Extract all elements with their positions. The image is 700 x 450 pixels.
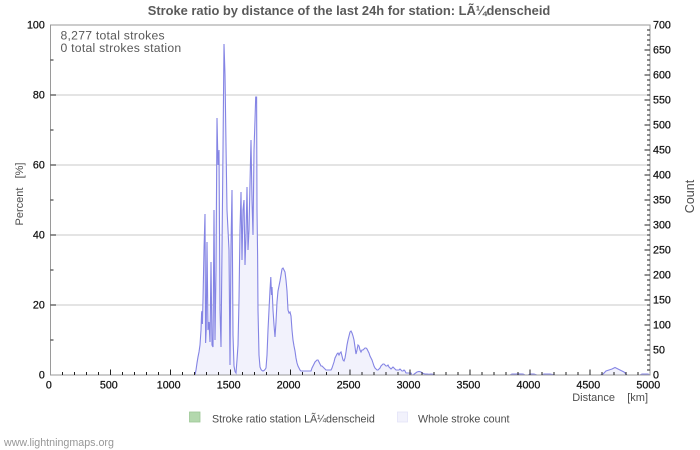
svg-text:60: 60 (33, 160, 45, 172)
svg-text:700: 700 (653, 20, 671, 32)
svg-text:500: 500 (100, 379, 118, 391)
svg-text:0 total strokes station: 0 total strokes station (61, 41, 182, 55)
svg-text:550: 550 (653, 95, 671, 107)
svg-text:2500: 2500 (337, 379, 361, 391)
svg-text:80: 80 (33, 90, 45, 102)
svg-text:0: 0 (653, 370, 659, 382)
svg-text:3500: 3500 (457, 379, 481, 391)
svg-text:100: 100 (653, 320, 671, 332)
svg-text:350: 350 (653, 195, 671, 207)
svg-text:Stroke ratio station LÃ¼densch: Stroke ratio station LÃ¼denscheid (212, 412, 375, 425)
svg-text:0: 0 (46, 379, 52, 391)
svg-text:150: 150 (653, 295, 671, 307)
svg-text:40: 40 (33, 230, 45, 242)
svg-text:Percent [%]: Percent [%] (14, 163, 26, 226)
svg-text:4500: 4500 (576, 379, 600, 391)
svg-text:8,277 total strokes: 8,277 total strokes (61, 28, 165, 42)
svg-text:20: 20 (33, 300, 45, 312)
svg-text:Distance [km]: Distance [km] (572, 392, 648, 404)
svg-text:200: 200 (653, 270, 671, 282)
svg-text:650: 650 (653, 45, 671, 57)
svg-text:Count: Count (683, 179, 697, 213)
svg-text:600: 600 (653, 70, 671, 82)
svg-text:450: 450 (653, 145, 671, 157)
svg-text:www.lightningmaps.org: www.lightningmaps.org (3, 437, 114, 449)
svg-text:0: 0 (39, 370, 45, 382)
svg-text:2000: 2000 (277, 379, 301, 391)
svg-text:4000: 4000 (517, 379, 541, 391)
svg-text:500: 500 (653, 120, 671, 132)
svg-text:Whole stroke count: Whole stroke count (418, 413, 510, 425)
svg-text:100: 100 (27, 20, 45, 32)
svg-text:50: 50 (653, 345, 665, 357)
svg-text:250: 250 (653, 245, 671, 257)
svg-text:Stroke ratio by distance of th: Stroke ratio by distance of the last 24h… (148, 3, 551, 18)
svg-text:5000: 5000 (636, 379, 660, 391)
svg-text:3000: 3000 (397, 379, 421, 391)
svg-text:1000: 1000 (157, 379, 181, 391)
svg-text:1500: 1500 (217, 379, 241, 391)
svg-text:400: 400 (653, 170, 671, 182)
svg-text:300: 300 (653, 220, 671, 232)
